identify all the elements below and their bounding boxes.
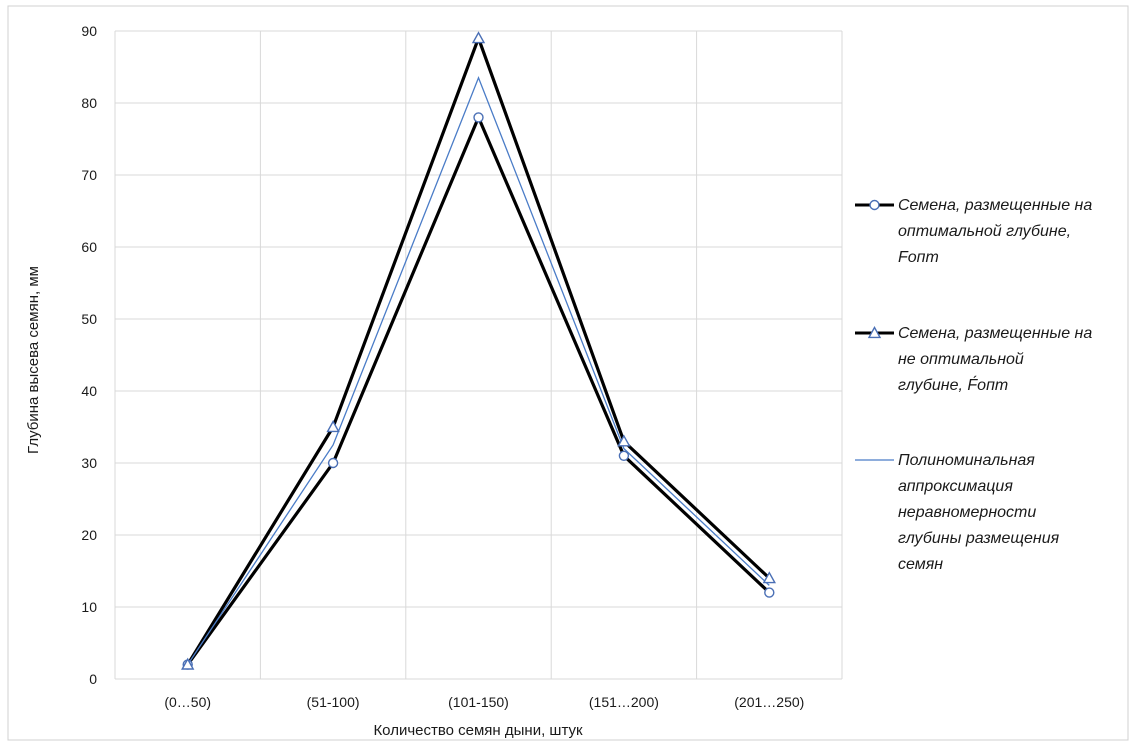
data-point	[867, 326, 882, 339]
y-axis-title: Глубина высева семян, мм	[25, 266, 42, 454]
y-tick-label: 40	[81, 383, 97, 399]
data-point	[326, 420, 340, 433]
series-3	[187, 76, 770, 665]
y-tick-label: 70	[81, 167, 97, 183]
legend-label: семян	[898, 556, 943, 573]
legend-label: не оптимальной	[898, 351, 1024, 368]
y-tick-label: 10	[81, 599, 97, 615]
x-tick-label: (0…50)	[164, 694, 211, 710]
legend-label: Семена, размещенные на	[898, 325, 1092, 342]
data-point	[617, 434, 631, 447]
legend-entry: Полиноминальная аппроксимация неравномерно…	[855, 452, 1060, 573]
data-point	[473, 112, 484, 123]
legend-label: неравномерности	[898, 504, 1036, 521]
legend-label: глубине, F́опт	[898, 374, 1008, 394]
y-tick-label: 50	[81, 311, 97, 327]
data-point	[181, 657, 195, 670]
data-point	[471, 31, 486, 44]
x-tick-label: (201…250)	[734, 694, 804, 710]
x-tick-label: (151…200)	[589, 694, 659, 710]
x-tick-label: (101-150)	[448, 694, 509, 710]
data-point	[762, 571, 776, 584]
grid-lines	[114, 30, 843, 680]
legend-label: оптимальной глубине,	[898, 223, 1071, 240]
legend-entry: Семена, размещенные на не оптимальной глуб…	[855, 325, 1092, 394]
legend-label: Семена, размещенные на	[898, 197, 1092, 214]
y-tick-label: 60	[81, 239, 97, 255]
series-2-markers	[181, 31, 776, 670]
y-tick-label: 90	[81, 23, 97, 39]
data-point	[764, 587, 775, 598]
data-point	[618, 450, 630, 461]
y-tick-label: 20	[81, 527, 97, 543]
legend: Семена, размещенные на оптимальной глубин…	[855, 197, 1092, 573]
y-tick-label: 0	[89, 671, 97, 687]
data-point	[869, 199, 880, 211]
legend-entry: Семена, размещенные на оптимальной глубин…	[855, 197, 1092, 266]
y-tick-label: 80	[81, 95, 97, 111]
legend-label: Fопт	[898, 249, 939, 266]
tick-labels: 0 10 20 30 40 50 60 70 80 90 (0…50) (51-100) (101-15…	[81, 23, 804, 710]
legend-label: Полиноминальная	[898, 452, 1035, 469]
series-line	[187, 76, 770, 665]
plot-area: 0 10 20 30 40 50 60 70 80 90 (0…50) (51-100) (101-15…	[81, 23, 843, 710]
x-axis-title: Количество семян дыни, штук	[373, 722, 583, 739]
x-tick-label: (51-100)	[307, 694, 360, 710]
series-layer	[181, 31, 776, 670]
legend-label: аппроксимация	[898, 478, 1013, 495]
legend-label: глубины размещения	[898, 530, 1060, 547]
data-point	[327, 457, 339, 469]
y-tick-label: 30	[81, 455, 97, 471]
chart-border	[7, 5, 1129, 741]
